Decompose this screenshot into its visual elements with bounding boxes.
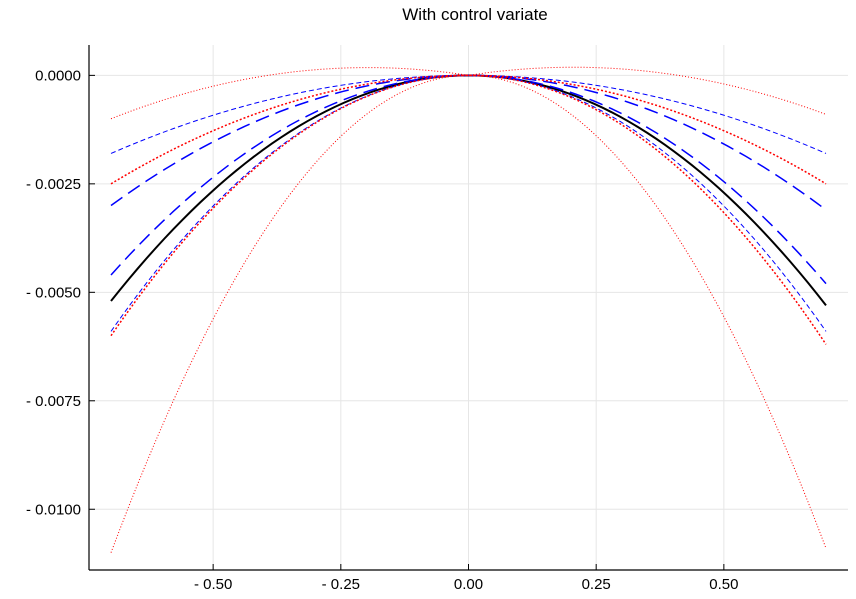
x-tick-label: 0.00 — [454, 576, 483, 593]
chart-title: With control variate — [402, 5, 548, 24]
y-tick-label: 0.0000 — [35, 67, 81, 84]
y-tick-label: - 0.0075 — [26, 393, 81, 410]
series-line — [110, 74, 827, 553]
series-line — [110, 74, 827, 345]
x-tick-label: 0.50 — [709, 576, 738, 593]
x-tick-label: - 0.50 — [194, 576, 232, 593]
y-ticks: 0.0000 - 0.0025 - 0.0050 - 0.0075 - 0.0100 — [26, 67, 95, 518]
y-tick-label: - 0.0050 — [26, 284, 81, 301]
x-tick-label: 0.25 — [582, 576, 611, 593]
y-tick-label: - 0.0100 — [26, 501, 81, 518]
x-ticks: - 0.50 - 0.25 0.00 0.25 0.50 — [194, 564, 738, 593]
series-line — [110, 74, 827, 185]
x-tick-label: - 0.25 — [322, 576, 360, 593]
grid — [89, 45, 848, 570]
series-group — [110, 66, 827, 553]
y-tick-label: - 0.0025 — [26, 176, 81, 193]
